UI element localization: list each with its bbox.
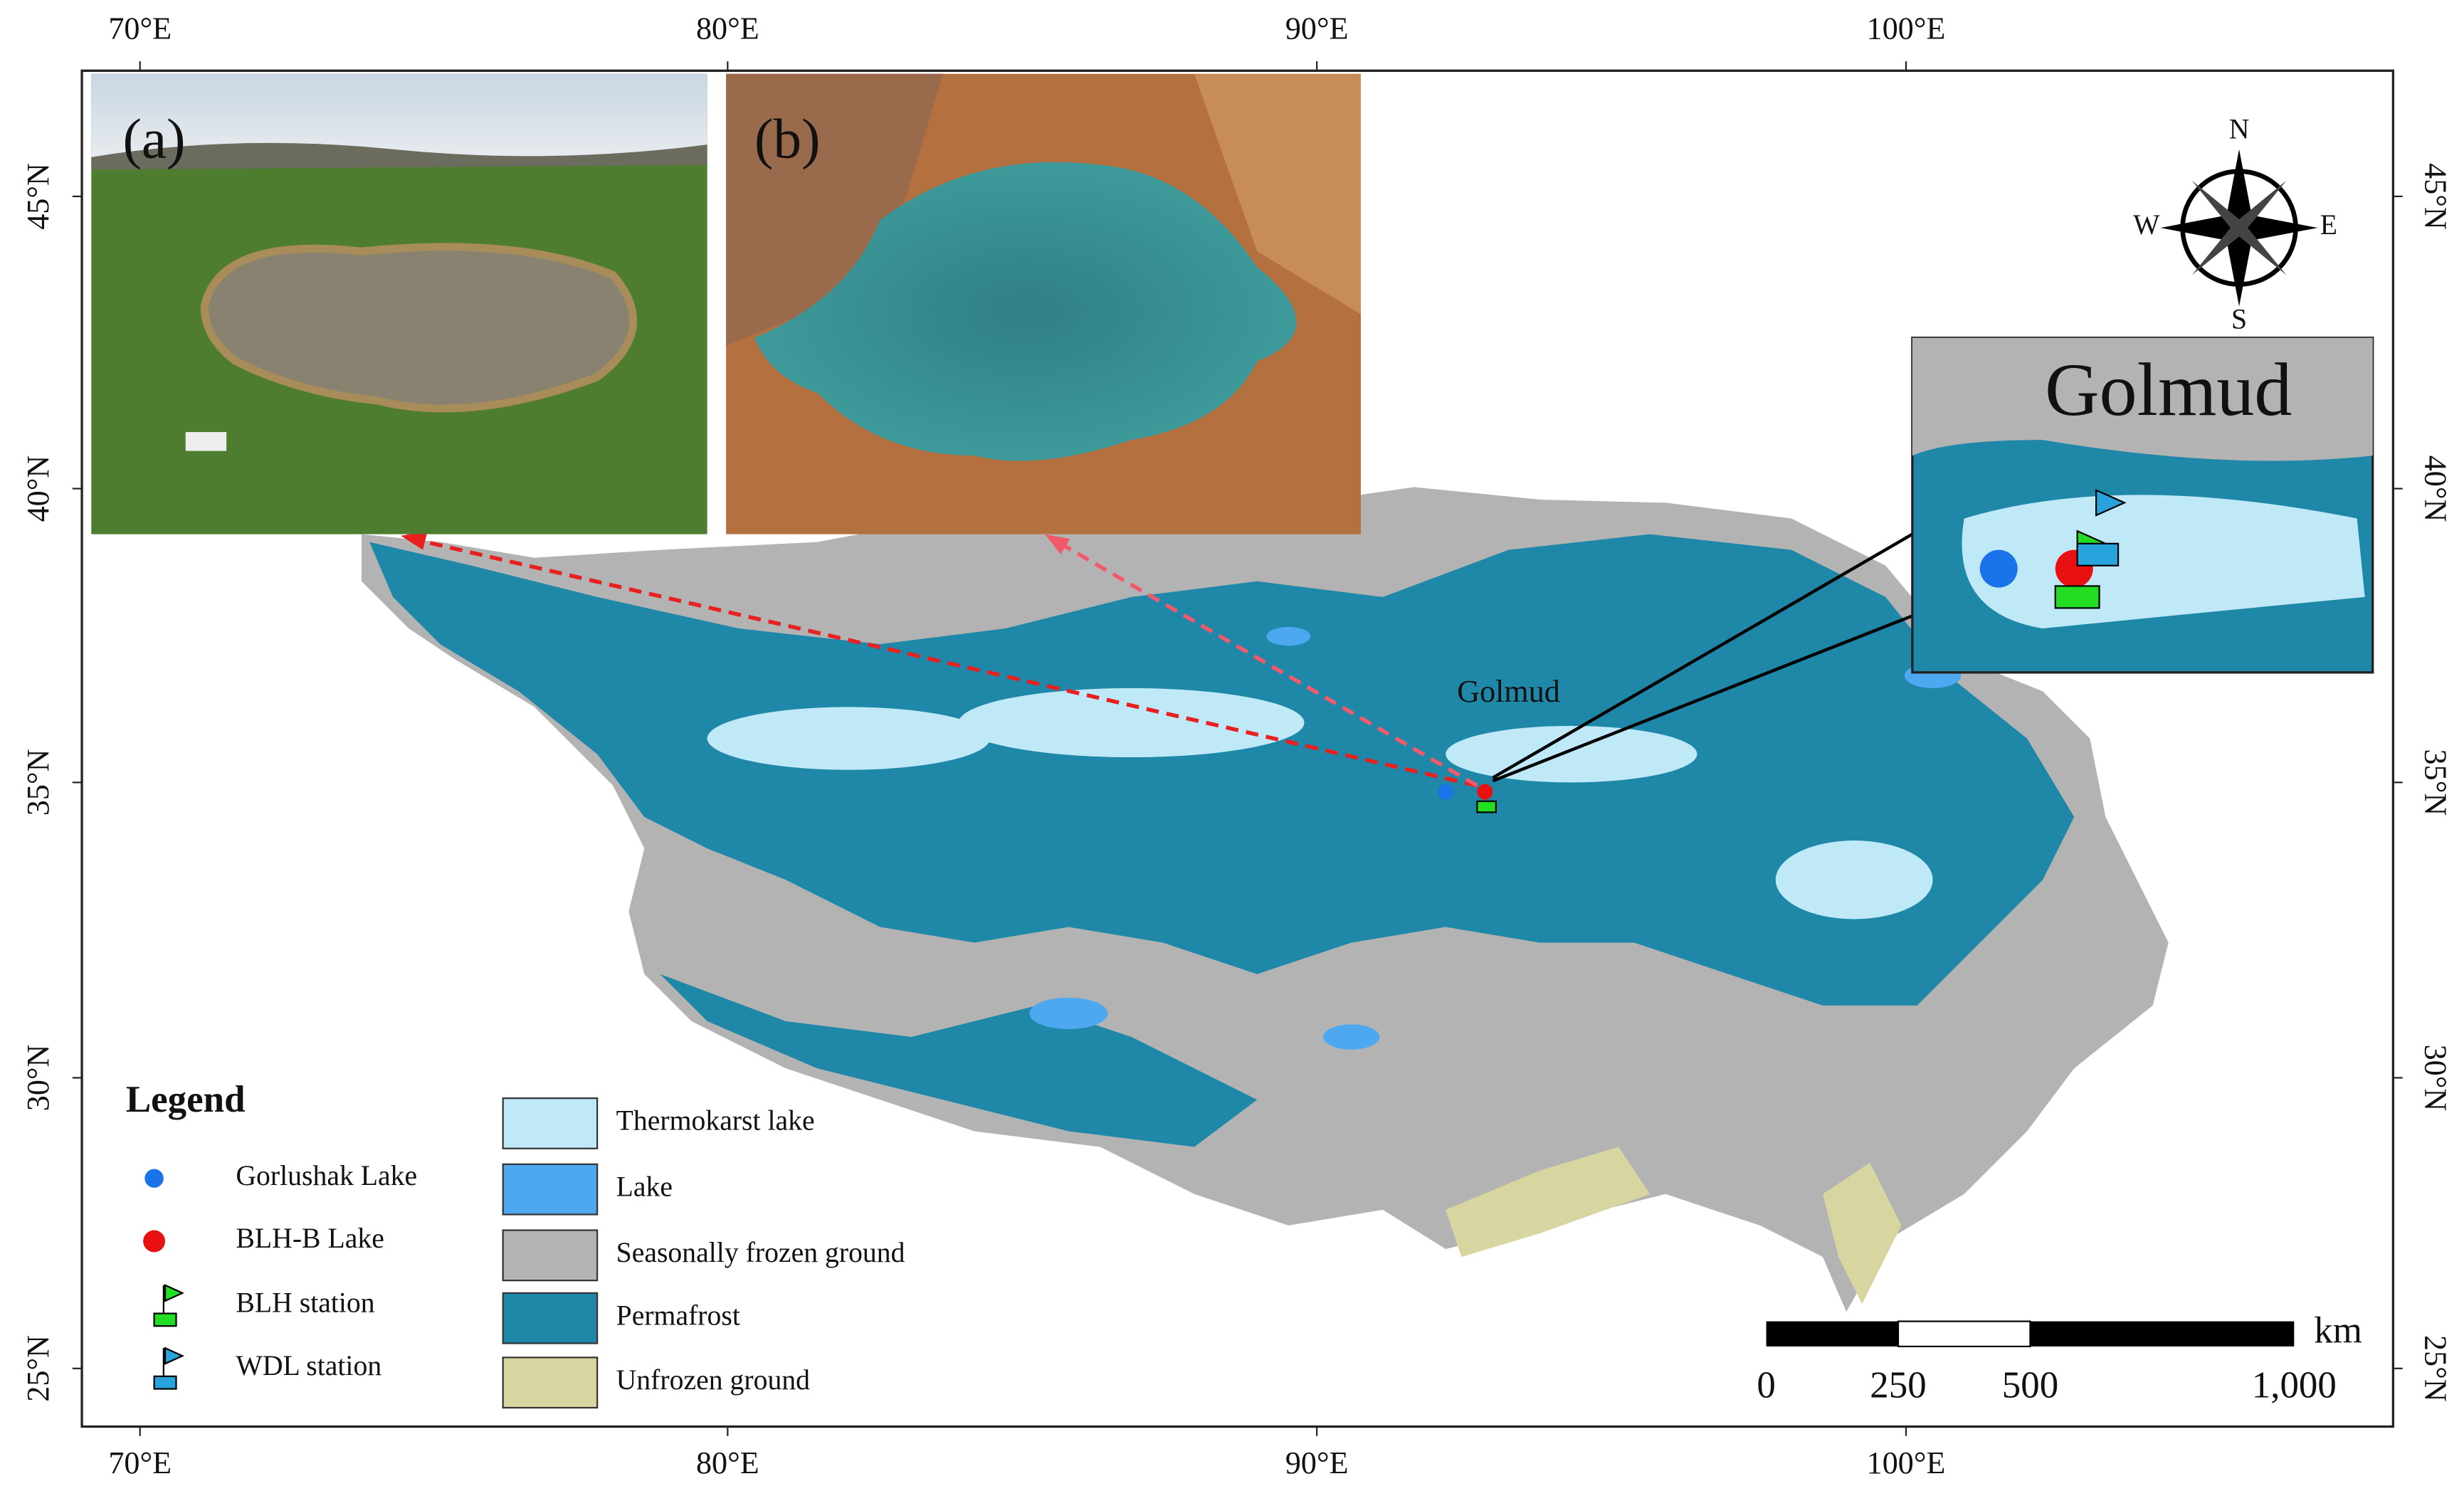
scale-label: 250 (1870, 1365, 1926, 1406)
site-marker (1477, 784, 1493, 800)
arrow-to-photo-b (1048, 535, 1478, 788)
compass-e: E (2320, 209, 2337, 241)
legend-swatch (502, 1229, 599, 1282)
zoom-leader (1492, 614, 1913, 783)
compass-w: W (2133, 209, 2160, 241)
lon-label: 100°E (1867, 1445, 1946, 1480)
scale-segment (2030, 1321, 2295, 1347)
legend-class-label: Seasonally frozen ground (616, 1237, 905, 1268)
legend-site-label: BLH station (236, 1287, 374, 1319)
photo-b: (b) (726, 73, 1362, 534)
thermokarst-patch (1446, 725, 1697, 783)
compass-n: N (2229, 114, 2250, 145)
scale-label: 1,000 (2252, 1365, 2337, 1406)
lon-label: 80°E (696, 11, 759, 46)
lon-label: 80°E (696, 1445, 759, 1480)
scale-bar: km (1766, 1310, 2362, 1351)
legend-swatch (502, 1292, 599, 1344)
legend-title: Legend (126, 1079, 246, 1120)
site-marker (1476, 800, 1497, 813)
legend-symbol (153, 1284, 184, 1327)
lon-label: 90°E (1285, 1445, 1349, 1480)
compass-s: S (2231, 304, 2247, 335)
lon-label: 70°E (108, 1445, 172, 1480)
lat-label: 40°N (2418, 455, 2453, 522)
zoom-wdl-flag (2095, 489, 2127, 517)
lat-label: 30°N (2418, 1045, 2453, 1112)
zoom-leader (1492, 532, 1913, 779)
scale-segment (1766, 1321, 1899, 1347)
thermokarst-patch (1775, 841, 1933, 920)
zoom-seasonal (1912, 337, 2373, 461)
lon-label: 70°E (108, 11, 172, 46)
legend: Legend (126, 1079, 599, 1409)
photo-car (185, 432, 227, 451)
lat-label: 25°N (2418, 1335, 2453, 1402)
photo-hills (91, 142, 707, 170)
lat-label: 25°N (21, 1335, 56, 1402)
photo-lake (200, 243, 638, 413)
zoom-blh-station (2054, 585, 2100, 609)
lat-label: 35°N (21, 749, 56, 816)
scale-unit: km (2314, 1310, 2362, 1351)
lon-label: 100°E (1867, 11, 1946, 46)
zoom-gorlushak (1979, 549, 2018, 588)
legend-site-label: Gorlushak Lake (236, 1160, 417, 1191)
lat-label: 45°N (2418, 163, 2453, 230)
legend-swatch (502, 1097, 599, 1149)
lat-label: 35°N (2418, 749, 2453, 816)
photo-a: (a) (91, 73, 707, 534)
photo-terrain (726, 73, 943, 346)
lat-label: 40°N (21, 455, 56, 522)
legend-site-label: BLH-B Lake (236, 1223, 384, 1254)
thermokarst-patch (958, 687, 1305, 758)
photo-b-label: (b) (754, 107, 821, 170)
legend-class-label: Unfrozen ground (616, 1364, 811, 1396)
legend-symbol (144, 1169, 164, 1188)
thermokarst-patch (707, 707, 991, 770)
lake-patch (1266, 626, 1311, 646)
legend-site-label: WDL station (236, 1350, 381, 1381)
lat-label: 30°N (21, 1045, 56, 1112)
scale-label: 0 (1757, 1365, 1775, 1406)
place-label: Golmud (1457, 674, 1560, 709)
permafrost-area (660, 974, 1258, 1147)
lon-label: 90°E (1285, 11, 1349, 46)
legend-swatch (502, 1163, 599, 1216)
photo-terrain (1194, 73, 1362, 315)
legend-class-label: Permafrost (616, 1300, 740, 1331)
legend-swatch (502, 1356, 599, 1409)
legend-symbol (153, 1347, 184, 1390)
legend-symbol (143, 1230, 166, 1253)
unfrozen-area (1446, 1147, 1650, 1258)
photo-lake (754, 162, 1297, 461)
compass: N S E W (2133, 114, 2337, 335)
scale-segment (1897, 1320, 2031, 1348)
photo-a-label: (a) (122, 107, 185, 170)
lake-patch (1323, 1024, 1380, 1050)
site-marker (1438, 784, 1454, 800)
compass-star (2191, 180, 2287, 275)
lake-patch (1029, 997, 1108, 1029)
arrow-head (401, 531, 428, 550)
lat-label: 45°N (21, 163, 56, 230)
legend-class-label: Lake (616, 1171, 673, 1202)
scale-label: 500 (2002, 1365, 2058, 1406)
arrow-head (1045, 534, 1070, 555)
unfrozen-area (1823, 1162, 1902, 1305)
legend-class-label: Thermokarst lake (616, 1105, 815, 1137)
zoom-inset: Golmud (1911, 336, 2374, 674)
permafrost-area (369, 534, 2075, 1006)
zoom-wdl-station (2076, 542, 2120, 567)
zoom-title: Golmud (2045, 348, 2292, 431)
thermokarst-lakes (707, 687, 1933, 920)
